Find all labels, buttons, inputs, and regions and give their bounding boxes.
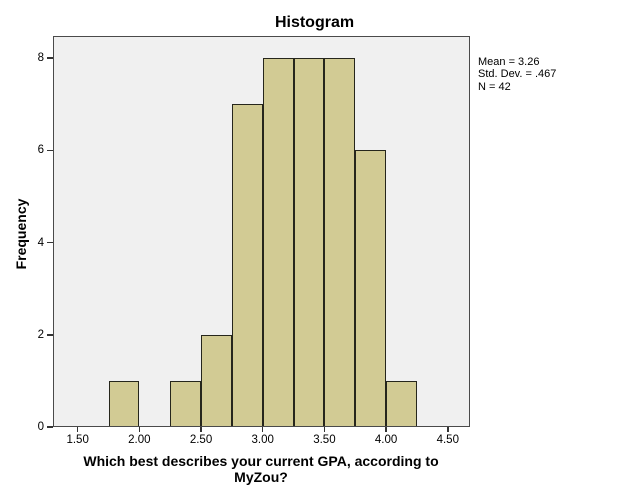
- chart-title: Histogram: [274, 14, 355, 31]
- x-axis-label: Which best describes your current GPA, a…: [83, 453, 439, 485]
- x-tick-label: 2.50: [189, 434, 213, 446]
- x-tick-mark: [385, 427, 387, 432]
- y-tick-label: 4: [37, 236, 44, 249]
- x-tick-label: 1.50: [66, 434, 89, 446]
- x-tick-mark: [76, 427, 79, 432]
- x-tick-mark: [323, 427, 326, 432]
- y-tick-mark: [47, 241, 53, 244]
- x-tick-mark: [200, 427, 202, 432]
- y-tick-mark: [47, 426, 53, 428]
- histogram-bar: [170, 380, 202, 427]
- x-tick-mark: [447, 427, 449, 432]
- x-tick-label: 3.00: [251, 434, 274, 446]
- x-tick-mark: [138, 427, 141, 432]
- histogram-bar: [386, 380, 417, 427]
- histogram-bar: [201, 334, 232, 427]
- x-tick-label: 3.50: [313, 434, 336, 446]
- y-tick-label: 6: [37, 144, 44, 157]
- y-tick-label: 8: [37, 52, 44, 65]
- stats-box: Mean = 3.26 Std. Dev. = .467 N = 42: [478, 56, 556, 93]
- y-tick-mark: [47, 57, 53, 59]
- y-tick-label: 0: [37, 421, 44, 433]
- histogram-bar: [355, 150, 387, 427]
- histogram-bar: [262, 58, 294, 427]
- y-tick-mark: [47, 149, 53, 152]
- histogram-bar: [108, 380, 140, 427]
- x-tick-label: 4.50: [436, 434, 459, 446]
- histogram-bar: [293, 58, 325, 427]
- x-tick-label: 4.00: [374, 434, 398, 446]
- y-tick-label: 2: [37, 328, 44, 341]
- histogram-bar: [231, 104, 263, 427]
- stat-n: N = 42: [478, 80, 511, 93]
- y-tick-mark: [47, 334, 53, 336]
- stat-mean: Mean = 3.26: [478, 56, 540, 68]
- x-tick-label: 2.00: [128, 434, 151, 446]
- stat-std-dev: Std. Dev. = .467: [478, 68, 557, 81]
- histogram-bar: [324, 58, 356, 427]
- x-tick-mark: [261, 427, 264, 432]
- y-axis-label: Frequency: [13, 198, 29, 270]
